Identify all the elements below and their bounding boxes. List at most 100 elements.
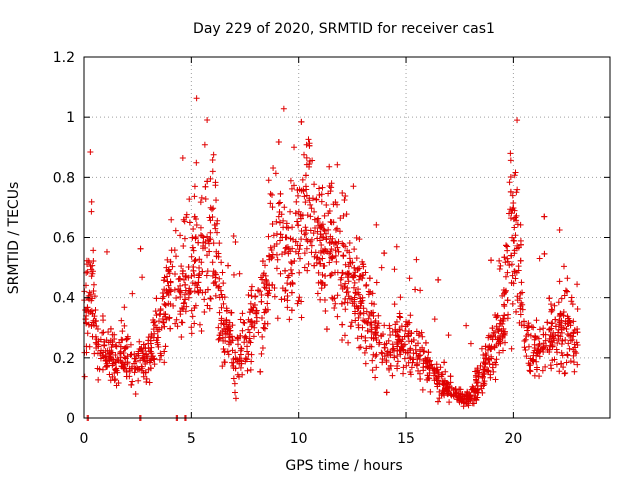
data-point bbox=[123, 336, 130, 343]
data-point bbox=[502, 273, 509, 280]
data-point bbox=[547, 342, 554, 349]
data-point bbox=[188, 253, 195, 260]
data-point bbox=[206, 305, 213, 312]
data-point bbox=[179, 319, 186, 326]
data-point bbox=[328, 245, 335, 252]
data-point bbox=[210, 240, 217, 247]
data-point bbox=[108, 349, 115, 356]
data-point bbox=[560, 263, 567, 270]
data-point bbox=[90, 281, 97, 288]
data-point bbox=[135, 352, 142, 359]
data-point bbox=[398, 323, 405, 330]
data-point bbox=[151, 330, 158, 337]
data-point bbox=[564, 331, 571, 338]
data-point bbox=[529, 357, 536, 364]
data-point bbox=[508, 252, 515, 259]
data-point bbox=[494, 312, 501, 319]
data-point bbox=[514, 293, 521, 300]
data-point bbox=[201, 296, 208, 303]
data-point bbox=[193, 95, 200, 102]
data-point bbox=[209, 168, 216, 175]
data-point bbox=[360, 317, 367, 324]
data-point bbox=[474, 386, 481, 393]
data-point bbox=[186, 219, 193, 226]
data-point bbox=[345, 270, 352, 277]
data-point bbox=[568, 294, 575, 301]
data-point bbox=[548, 306, 555, 313]
data-point bbox=[295, 297, 302, 304]
data-point bbox=[289, 270, 296, 277]
data-point bbox=[506, 210, 513, 217]
data-point bbox=[389, 346, 396, 353]
data-point bbox=[193, 222, 200, 229]
data-point bbox=[297, 242, 304, 249]
data-point bbox=[88, 208, 95, 215]
data-point bbox=[245, 291, 252, 298]
data-point bbox=[327, 218, 334, 225]
data-point bbox=[302, 224, 309, 231]
data-point bbox=[574, 361, 581, 368]
data-point bbox=[210, 151, 217, 158]
data-point bbox=[281, 249, 288, 256]
data-point bbox=[215, 324, 222, 331]
data-point bbox=[512, 169, 519, 176]
data-point bbox=[402, 327, 409, 334]
data-point bbox=[381, 322, 388, 329]
data-point bbox=[344, 247, 351, 254]
data-point bbox=[305, 136, 312, 143]
data-point bbox=[277, 231, 284, 238]
data-point bbox=[477, 362, 484, 369]
data-point bbox=[472, 368, 479, 375]
data-point bbox=[486, 356, 493, 363]
data-point bbox=[278, 296, 285, 303]
data-point bbox=[496, 349, 503, 356]
data-point bbox=[314, 235, 321, 242]
data-point bbox=[442, 385, 449, 392]
data-point bbox=[182, 281, 189, 288]
data-point bbox=[143, 353, 150, 360]
data-point bbox=[281, 267, 288, 274]
data-point bbox=[533, 366, 540, 373]
data-point bbox=[123, 344, 130, 351]
data-point bbox=[378, 349, 385, 356]
data-point bbox=[531, 341, 538, 348]
data-point bbox=[181, 218, 188, 225]
data-point bbox=[286, 316, 293, 323]
data-point bbox=[492, 359, 499, 366]
data-point bbox=[220, 280, 227, 287]
data-point bbox=[283, 234, 290, 241]
data-point bbox=[362, 360, 369, 367]
data-point bbox=[273, 218, 280, 225]
data-point bbox=[327, 233, 334, 240]
data-point bbox=[169, 263, 176, 270]
data-point bbox=[226, 319, 233, 326]
data-point bbox=[287, 266, 294, 273]
data-point bbox=[431, 316, 438, 323]
data-point bbox=[164, 256, 171, 263]
data-point bbox=[509, 300, 516, 307]
data-point bbox=[232, 349, 239, 356]
data-point bbox=[556, 278, 563, 285]
data-point bbox=[213, 253, 220, 260]
data-point bbox=[548, 325, 555, 332]
data-point bbox=[391, 354, 398, 361]
data-point bbox=[188, 307, 195, 314]
data-point bbox=[448, 385, 455, 392]
data-point bbox=[259, 345, 266, 352]
data-point bbox=[191, 320, 198, 327]
data-point bbox=[553, 361, 560, 368]
data-point bbox=[368, 343, 375, 350]
data-point bbox=[339, 189, 346, 196]
data-point bbox=[230, 271, 237, 278]
data-point bbox=[567, 358, 574, 365]
data-point bbox=[212, 179, 219, 186]
data-point bbox=[131, 360, 138, 367]
grid-lines bbox=[84, 57, 610, 418]
data-point bbox=[176, 288, 183, 295]
data-point bbox=[231, 380, 238, 387]
data-point bbox=[301, 250, 308, 257]
data-point bbox=[154, 334, 161, 341]
data-point bbox=[100, 329, 107, 336]
data-point bbox=[552, 316, 559, 323]
data-point bbox=[195, 279, 202, 286]
